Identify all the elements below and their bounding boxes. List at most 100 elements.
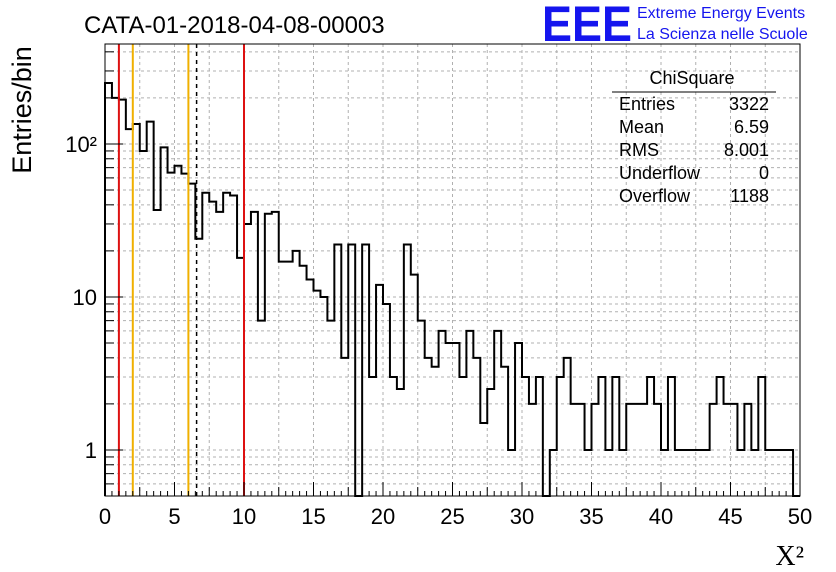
histogram-bin [446,343,453,496]
histogram-bin [494,331,501,496]
histogram-bin [633,404,640,496]
histogram-bin [459,377,466,496]
histogram-bin [209,202,216,496]
histogram-bin [334,245,341,496]
histogram-bin [202,193,209,496]
histogram-bin [717,377,724,496]
histogram-bin [592,404,599,496]
histogram-bin [439,331,446,496]
histogram-bin [314,291,321,496]
histogram-bin [320,297,327,496]
histogram-bin [397,389,404,496]
logo-mark: EEE [542,0,632,52]
histogram-bin [307,280,314,496]
histogram-bin [223,193,230,496]
histogram-bin [522,377,529,496]
histogram-bin [668,377,675,496]
histogram-bin [168,173,175,496]
stats-title: ChiSquare [649,68,734,88]
histogram-bin [425,358,432,496]
histogram-bin [696,450,703,496]
eee-logo: EEE Extreme Energy Events La Scienza nel… [542,0,808,52]
axis-ticks [104,51,801,497]
histogram-bin [605,450,612,496]
histogram-bin [557,377,564,496]
histogram-bin [175,166,182,496]
x-tick-label: 40 [649,504,673,529]
histogram-bin [765,450,772,496]
histogram-bin [453,343,460,496]
histogram-bin [369,377,376,496]
histogram-bin [703,450,710,496]
histogram-bin [550,450,557,496]
tick-labels: 0 5 10 15 20 25 30 35 40 45 50 1 10 10² [65,132,812,529]
histogram-bin [286,262,293,496]
histogram-bin [327,321,334,496]
histogram-bin [404,245,411,496]
x-tick-label: 10 [232,504,256,529]
histogram-bin [710,404,717,496]
stats-row-label: RMS [619,140,659,160]
histogram-bin [786,450,793,496]
stats-row-value: 3322 [729,94,769,114]
histogram-bin [564,358,571,496]
y-axis-label: Entries/bin [7,46,37,174]
histogram-bin [293,251,300,496]
histogram-bin [731,404,738,496]
histogram [104,82,800,497]
histogram-bin [661,450,668,496]
histogram-bin [154,210,161,496]
histogram-bin [258,321,265,496]
histogram-outline [104,82,800,497]
histogram-bin [536,377,543,496]
histogram-bin [675,450,682,496]
x-tick-label: 5 [168,504,180,529]
histogram-bin [279,262,286,496]
histogram-bin [515,343,522,496]
histogram-bin [585,450,592,496]
stats-row-label: Mean [619,117,664,137]
histogram-bin [119,100,126,496]
histogram-bin [682,450,689,496]
histogram-bin [390,377,397,496]
logo-line-1: Extreme Energy Events [637,5,805,22]
stats-rows: Entries 3322 Mean 6.59 RMS 8.001 Underflow 0 Ove… [619,94,769,206]
y-tick-label: 1 [85,438,97,463]
histogram-bin [376,285,383,496]
histogram-bin [612,377,619,496]
x-tick-label: 35 [579,504,603,529]
histogram-bin [188,184,195,496]
histogram-bin [501,367,508,496]
histogram-bin [689,450,696,496]
histogram-bin [480,423,487,496]
x-tick-label: 15 [301,504,325,529]
stats-row-label: Entries [619,94,675,114]
histogram-bin [181,174,188,496]
x-tick-label: 30 [510,504,534,529]
histogram-bin [640,404,647,496]
stats-row-value: 1188 [730,186,769,206]
histogram-bin [216,212,223,496]
histogram-bin [473,358,480,496]
stats-row-label: Overflow [619,186,691,206]
histogram-bin [362,245,369,496]
histogram-bin [758,377,765,496]
histogram-bin [779,450,786,496]
x-tick-label: 0 [99,504,111,529]
stats-row-value: 8.001 [724,140,769,160]
x-tick-label: 20 [371,504,395,529]
histogram-bin [598,377,605,496]
histogram-bin [508,450,515,496]
histogram-bin [571,404,578,496]
histogram-bin [161,147,168,496]
x-tick-label: 50 [788,504,812,529]
histogram-bin [744,404,751,496]
histogram-bin [300,266,307,496]
stats-row-value: 6.59 [734,117,769,137]
histogram-bin [418,321,425,496]
histogram-bin [487,389,494,496]
histogram-bin [133,124,140,496]
histogram-bin [237,258,244,496]
histogram-bin [654,404,661,496]
